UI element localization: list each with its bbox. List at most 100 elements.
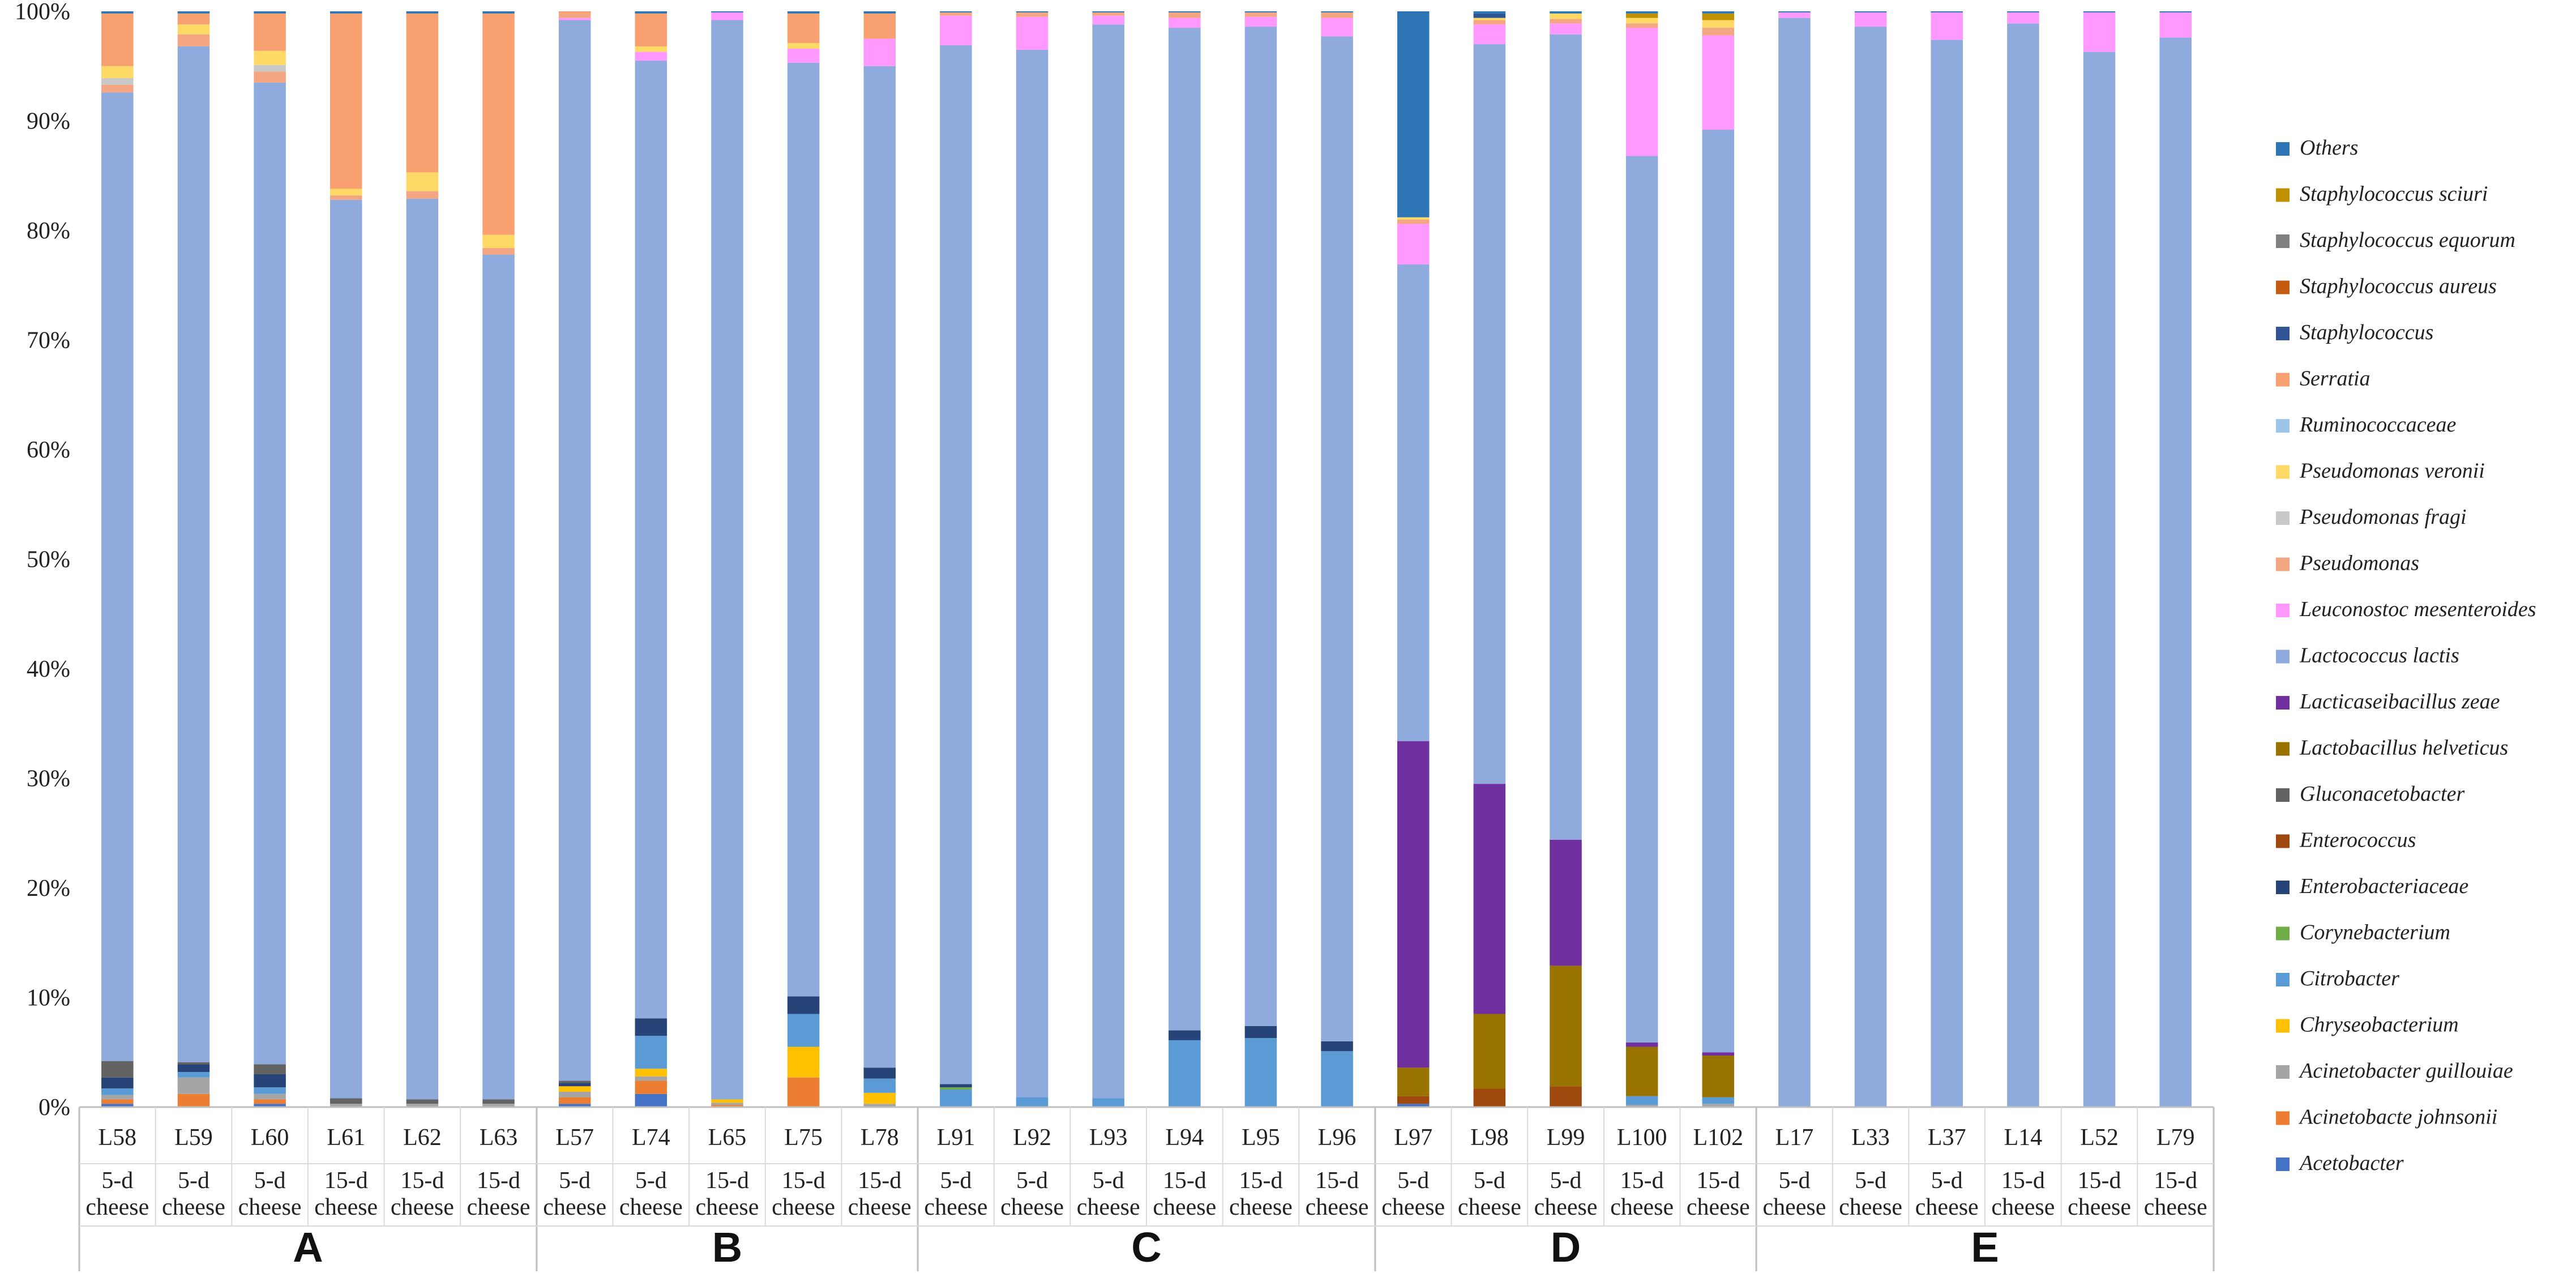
legend-label: Staphylococcus aureus: [2300, 275, 2497, 298]
bar-segment: [1321, 11, 1353, 12]
bar-segment: [1321, 36, 1353, 1041]
legend-label: Others: [2300, 136, 2358, 160]
bar-segment: [2007, 12, 2039, 24]
sample-id-label: L63: [480, 1125, 518, 1151]
bar-segment: [1397, 741, 1430, 1068]
bar-segment: [482, 254, 515, 1100]
legend-swatch: [2276, 696, 2290, 710]
sample-type-label: cheese: [1153, 1194, 1216, 1220]
sample-id-label: L96: [1318, 1125, 1357, 1151]
bar-segment: [1092, 12, 1124, 16]
bar-segment: [254, 1087, 286, 1094]
bar-segment: [787, 1014, 820, 1047]
sample-id-label: L99: [1547, 1125, 1585, 1151]
legend-swatch: [2276, 280, 2290, 294]
sample-age-label: 15-d: [858, 1168, 901, 1194]
legend-label: Acetobacter: [2298, 1151, 2404, 1175]
sample-id-label: L92: [1013, 1125, 1051, 1151]
sample-id-label: L95: [1242, 1125, 1280, 1151]
legend-swatch: [2276, 834, 2290, 848]
bar-segment: [1092, 11, 1124, 12]
legend-swatch: [2276, 327, 2290, 340]
bar-segment: [1854, 27, 1887, 1108]
bar-segment: [1473, 1088, 1506, 1107]
sample-id-label: L94: [1165, 1125, 1204, 1151]
bar-segment: [1702, 1056, 1735, 1097]
bar-segment: [1778, 12, 1811, 18]
bar-segment: [1625, 1042, 1658, 1047]
bar-segment: [1169, 12, 1201, 18]
sample-age-label: 5-d: [1931, 1168, 1963, 1194]
legend-swatch: [2276, 650, 2290, 664]
bar-segment: [1550, 1086, 1582, 1107]
bar-segment: [1473, 18, 1506, 20]
bar-segment: [1169, 28, 1201, 1031]
bar-segment: [1625, 28, 1658, 156]
bar-segment: [711, 12, 743, 20]
y-axis: 0% 10% 20% 30% 40% 50% 60% 70% 80% 90% 100%: [15, 0, 70, 1121]
bar-segment: [1931, 11, 1963, 12]
sample-id-label: L79: [2156, 1125, 2195, 1151]
bar-segment: [254, 65, 286, 72]
bar-segment: [1321, 1051, 1353, 1107]
legend-label: Staphylococcus equorum: [2300, 228, 2515, 252]
bar-segment: [2007, 23, 2039, 1107]
bar-segment: [330, 1104, 362, 1107]
bar-segment: [787, 1077, 820, 1107]
bar-segment: [1550, 34, 1582, 840]
bar-segment: [1092, 24, 1124, 1099]
bar-segment: [940, 1087, 972, 1090]
sample-age-label: 15-d: [1239, 1168, 1282, 1194]
sample-age-label: 5-d: [1778, 1168, 1810, 1194]
bar-segment: [1016, 1097, 1049, 1107]
sample-id-label: L102: [1693, 1125, 1743, 1151]
bar-segment: [1702, 13, 1735, 20]
sample-age-label: 5-d: [1016, 1168, 1048, 1194]
sample-age-label: 5-d: [1855, 1168, 1886, 1194]
bar-segment: [1778, 18, 1811, 1108]
legend-swatch: [2276, 604, 2290, 617]
bar-segment: [177, 1077, 210, 1094]
sample-type-label: cheese: [1839, 1194, 1902, 1220]
sample-type-label: cheese: [1229, 1194, 1293, 1220]
legend-swatch: [2276, 926, 2290, 941]
bar-segment: [1550, 19, 1582, 24]
sample-type-label: cheese: [314, 1194, 378, 1220]
legend-label: Acinetobacte johnsonii: [2298, 1105, 2497, 1129]
sample-type-label: cheese: [1458, 1194, 1521, 1220]
y-tick-label: 0%: [38, 1095, 70, 1121]
bar-segment: [940, 15, 972, 45]
bar-segment: [1702, 11, 1735, 14]
sample-type-label: cheese: [1534, 1194, 1598, 1220]
bar-segment: [1244, 1026, 1277, 1039]
bar-segment: [406, 172, 439, 191]
bar-segment: [1702, 1104, 1735, 1107]
sample-age-label: 15-d: [2078, 1168, 2121, 1194]
sample-id-label: L17: [1775, 1125, 1814, 1151]
sample-type-label: cheese: [1610, 1194, 1674, 1220]
bar-segment: [482, 1104, 515, 1107]
bar-segment: [1550, 13, 1582, 19]
sample-type-label: cheese: [2068, 1194, 2131, 1220]
sample-age-label: 5-d: [1093, 1168, 1124, 1194]
legend-swatch: [2276, 557, 2290, 571]
sample-age-label: 5-d: [254, 1168, 286, 1194]
bar-segment: [1625, 1046, 1658, 1096]
bar-segment: [787, 13, 820, 44]
sample-age-label: 5-d: [1474, 1168, 1505, 1194]
bar-segment: [406, 11, 439, 14]
bar-segment: [940, 12, 972, 16]
bar-segment: [1625, 23, 1658, 28]
bar-segment: [1397, 224, 1430, 264]
sample-type-label: cheese: [848, 1194, 912, 1220]
sample-age-label: 5-d: [1397, 1168, 1429, 1194]
bar-segment: [482, 234, 515, 248]
legend-label: Staphylococcus sciuri: [2300, 182, 2488, 206]
legend-label: Lacticaseibacillus zeae: [2299, 690, 2500, 714]
sample-age-label: 5-d: [635, 1168, 667, 1194]
bar-segment: [863, 1092, 896, 1104]
legend-label: Staphylococcus: [2300, 321, 2433, 344]
y-tick-label: 90%: [27, 109, 70, 135]
y-tick-label: 30%: [27, 766, 70, 792]
